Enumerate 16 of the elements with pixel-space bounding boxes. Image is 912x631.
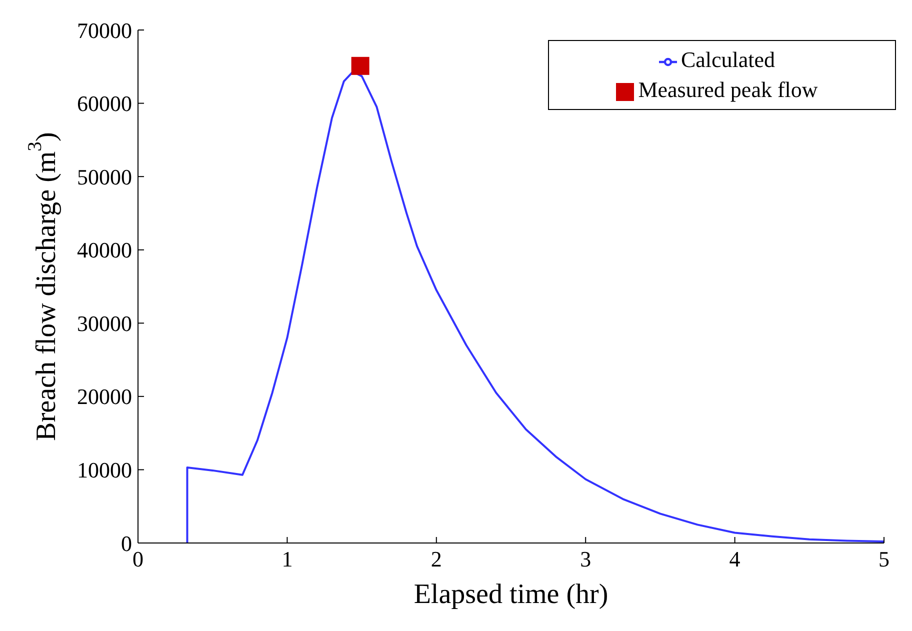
legend-label: Measured peak flow [638, 77, 818, 102]
legend-label: Calculated [680, 47, 776, 72]
x-tick-label: 4 [729, 546, 740, 572]
x-axis-title: Elapsed time (hr) [414, 579, 608, 610]
x-tick-label: 2 [430, 546, 442, 572]
x-tick-label: 3 [580, 546, 592, 572]
y-tick-label: 20000 [77, 384, 132, 410]
x-tick-label: 1 [282, 546, 293, 572]
y-tick-label: 30000 [77, 310, 132, 336]
y-tick-label: 50000 [77, 164, 132, 190]
x-tick-label: 5 [878, 546, 890, 572]
y-tick-label: 70000 [77, 18, 132, 43]
y-tick-label: 0 [121, 530, 132, 556]
y-tick-label: 60000 [77, 91, 132, 116]
y-tick-label: 10000 [77, 458, 132, 483]
y-tick-label: 40000 [77, 238, 132, 263]
